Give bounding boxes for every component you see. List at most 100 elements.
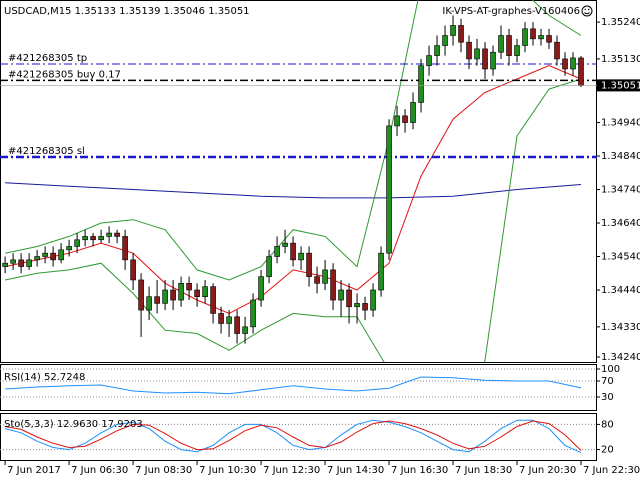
candle-body [274,246,280,257]
candle-body [314,276,320,284]
candle-body [106,232,112,237]
candle-body [506,35,512,56]
candle-body [90,236,96,241]
candle-body [162,289,168,304]
y-tick-label: 1.34330 [601,322,640,333]
candle-body [226,316,232,324]
panel-title: RSI(14) 52.7248 [4,372,85,383]
candle-body [194,289,200,297]
candle-body [34,256,40,261]
y-tick-label: 100 [601,364,620,375]
candle-body [202,286,208,297]
y-tick-label: 1.34240 [601,352,640,363]
price-box [597,79,640,92]
chart-subtitle: IK-VPS-AT-graphes-V160406 [442,6,580,17]
y-tick-label: 1.34640 [601,218,640,229]
candle-body [298,252,304,261]
candle-body [418,65,424,103]
candle-body [474,48,480,60]
smiley-mouth [584,12,590,15]
y-tick-label: 1.34440 [601,285,640,296]
rsi-panel [0,364,597,411]
indicator-line [5,420,582,451]
order-label: #421268305 sl [8,146,85,157]
y-tick-label: 1.34740 [601,185,640,196]
y-tick-label: 1.35130 [601,54,640,65]
candle-body [218,313,224,324]
indicator-line [4,78,582,362]
candle-body [266,256,272,277]
y-tick-label: 70 [601,376,614,387]
candle-body [42,252,48,257]
candle-body [18,259,24,267]
candle-body [346,289,352,308]
candle-body [442,35,448,46]
candle-body [146,296,152,311]
panel-layer [0,419,597,454]
indicator-line [4,0,582,281]
candle-body [306,252,312,277]
order-label: #421268305 buy 0.17 [8,69,121,80]
candle-body [434,45,440,56]
x-tick-label: 7 Jun 22:30 [583,465,640,476]
candle-body [578,57,584,86]
candle-body [466,41,472,60]
x-tick-label: 7 Jun 16:30 [391,465,448,476]
candle-body [354,303,360,308]
smiley-eye [588,8,590,11]
candle-body [522,28,528,46]
candle-body [282,242,288,247]
x-tick-label: 7 Jun 08:30 [135,465,192,476]
x-tick-label: 7 Jun 06:30 [71,465,128,476]
indicator-line [5,376,582,395]
candle-body [570,57,576,70]
panel-title: Sto(5,3,3) 12.9630 17.9203 [4,419,143,430]
candle-body [498,35,504,53]
candle-body [66,246,72,251]
panel-layer [0,0,597,362]
x-tick-label: 7 Jun 10:30 [199,465,256,476]
candle-body [370,289,376,311]
y-tick-label: 80 [601,419,614,430]
order-label: #421268305 tp [8,53,87,64]
candle-body [530,28,536,40]
y-tick-label: 1.34540 [601,252,640,263]
candle-body [186,283,192,291]
candle-body [58,249,64,261]
smiley-icon [581,5,593,17]
price-label: 1.35051 [601,80,640,91]
panel-layer [0,368,597,398]
candle-body [98,236,104,241]
stoch-panel [0,413,597,461]
candle-body [74,239,80,247]
candle-body [250,299,256,328]
candle-body [258,276,264,301]
candle-body [554,41,560,60]
candle-body [154,296,160,304]
candle-body [82,236,88,241]
candle-body [514,45,520,56]
indicator-line [5,182,582,199]
x-tick-label: 7 Jun 2017 [7,465,61,476]
candle-body [490,51,496,70]
candle-body [362,303,368,311]
smiley-eye [584,8,586,11]
candle-body [26,259,32,267]
candle-body [2,262,8,267]
candle-body [210,286,216,314]
candle-body [538,35,544,40]
x-tick-label: 7 Jun 20:30 [519,465,576,476]
candle-body [290,242,296,261]
candle-body [130,259,136,281]
candle-body [394,115,400,127]
y-tick-label: 30 [601,392,614,403]
x-tick-label: 7 Jun 12:30 [263,465,320,476]
candle-body [114,232,120,237]
y-tick-label: 1.35240 [601,17,640,28]
candle-body [562,58,568,70]
candle-body [234,316,240,334]
candle-body [338,289,344,301]
candle-body [450,25,456,36]
candle-body [410,102,416,123]
